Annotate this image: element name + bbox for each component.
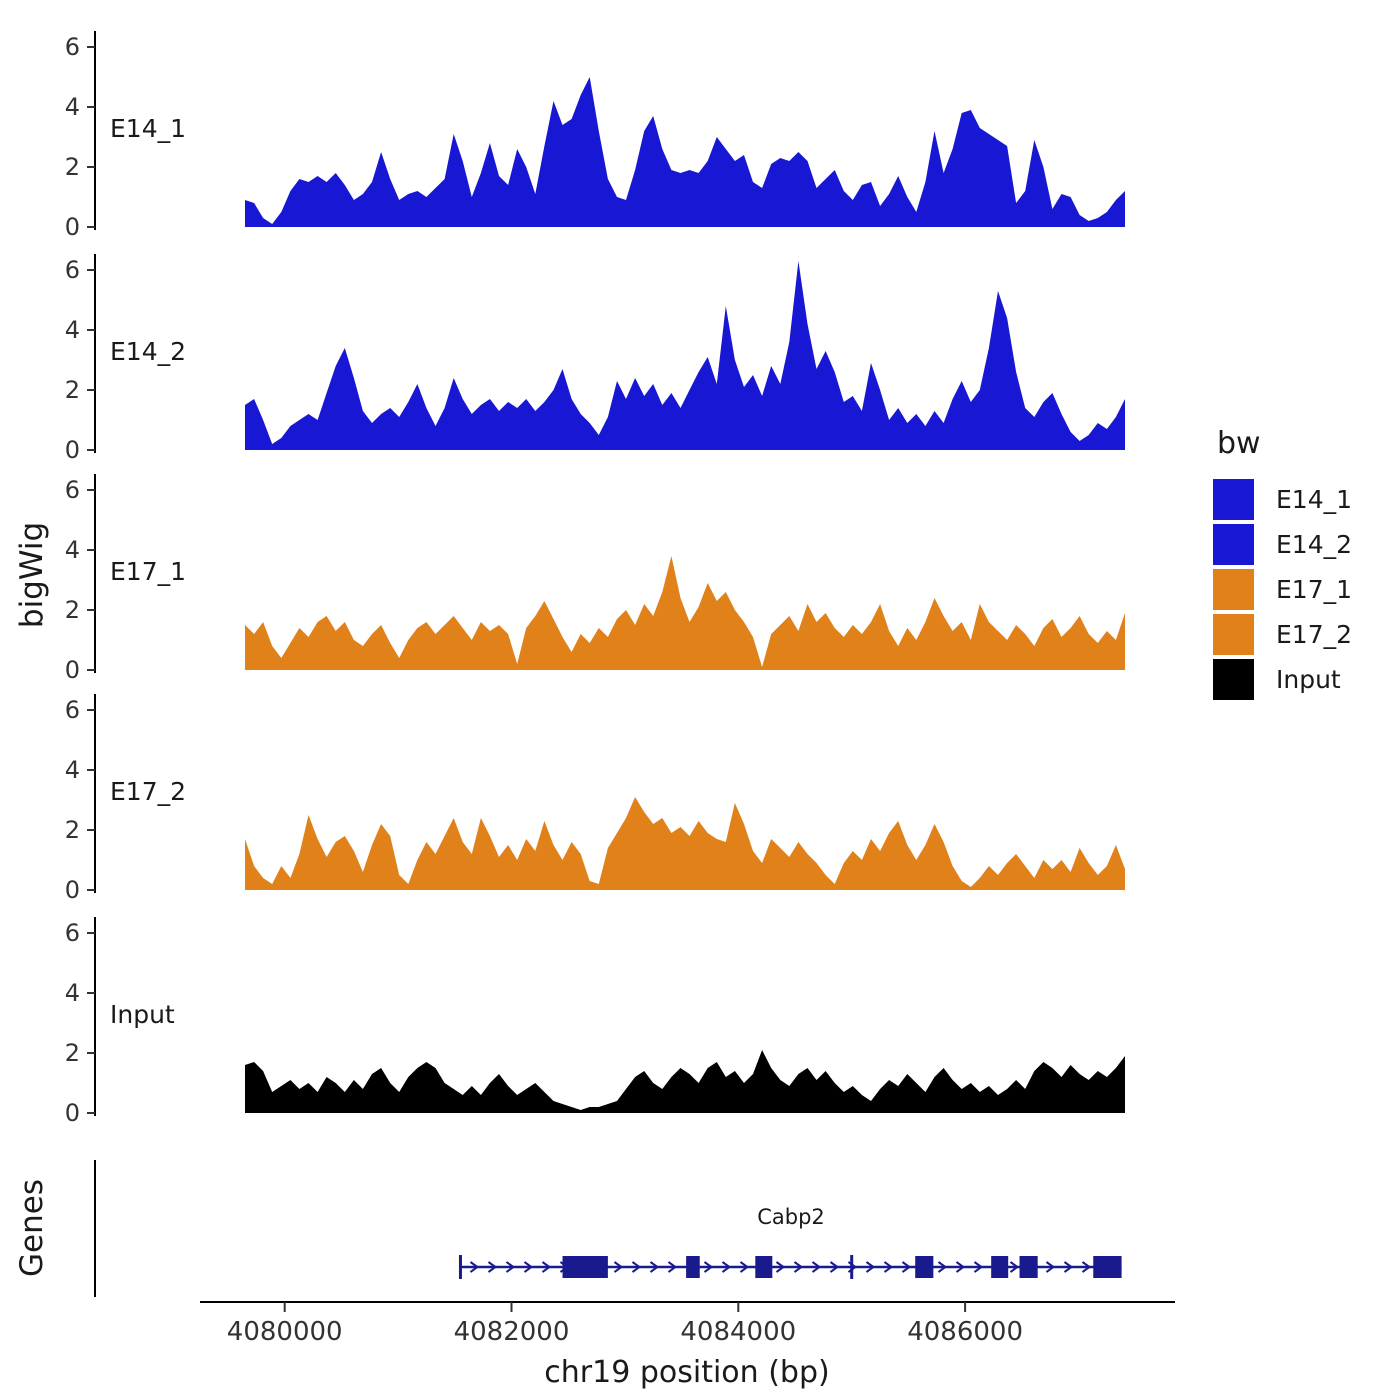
gene-strand-arrow [505,1261,516,1273]
gene-strand-arrow [667,1261,678,1273]
legend-label-Input: Input [1276,665,1341,694]
y-tick-label: 0 [65,656,80,684]
legend-item-E17_1: E17_1 [1213,567,1352,612]
gene-exon [755,1256,773,1278]
genes-axis-title: Genes [14,1179,50,1277]
gene-strand-arrow [973,1261,984,1273]
y-tick-label: 4 [65,536,80,564]
y-tick-label: 0 [65,1099,80,1127]
legend: bw E14_1 E14_2 E17_1 E17_2 Input [1213,426,1352,702]
gene-strand-arrow [487,1261,498,1273]
gene-strand-arrow [739,1261,750,1273]
gene-strand-arrow [793,1261,804,1273]
legend-items: E14_1 E14_2 E17_1 E17_2 Input [1213,477,1352,702]
track-label-E17_1: E17_1 [110,557,186,586]
x-tick-label: 4084000 [680,1317,796,1347]
legend-swatch-E17_1 [1213,569,1254,610]
coverage-area-E14_1 [245,77,1125,227]
gene-exon [562,1256,608,1278]
gene-exon [915,1256,934,1278]
coverage-area-E17_1 [245,556,1125,670]
y-tick-label: 6 [65,476,80,504]
track-label-E14_2: E14_2 [110,337,186,366]
x-tick-label: 4086000 [907,1317,1023,1347]
gene-exon [1019,1256,1038,1278]
y-tick-label: 4 [65,316,80,344]
coverage-area-Input [245,1050,1125,1113]
gene-strand-arrow [937,1261,948,1273]
gene-strand-arrow [631,1261,642,1273]
legend-label-E17_1: E17_1 [1276,575,1353,604]
gene-exon [991,1256,1009,1278]
y-tick-label: 4 [65,93,80,121]
gene-strand-arrow [703,1261,714,1273]
legend-label-E14_1: E14_1 [1276,485,1353,514]
gene-strand-arrow [523,1261,534,1273]
y-tick-label: 2 [65,376,80,404]
gene-strand-arrow [883,1261,894,1273]
y-tick-label: 2 [65,816,80,844]
y-tick-label: 2 [65,1039,80,1067]
legend-item-E14_1: E14_1 [1213,477,1352,522]
gene-strand-arrow [649,1261,660,1273]
gene-strand-arrow [721,1261,732,1273]
gene-strand-arrow [865,1261,876,1273]
y-tick-label: 0 [65,213,80,241]
gene-exon [686,1256,700,1278]
gene-strand-arrow [1063,1261,1074,1273]
gene-strand-arrow [1081,1261,1092,1273]
gene-name-label: Cabp2 [757,1205,825,1229]
x-tick-label: 4082000 [454,1317,570,1347]
legend-swatch-Input [1213,659,1254,700]
legend-label-E17_2: E17_2 [1276,620,1353,649]
gene-strand-arrow [1045,1261,1056,1273]
legend-item-E14_2: E14_2 [1213,522,1352,567]
y-tick-label: 0 [65,436,80,464]
gene-strand-arrow [829,1261,840,1273]
coverage-area-E17_2 [245,797,1125,890]
gene-strand-arrow [811,1261,822,1273]
legend-label-E14_2: E14_2 [1276,530,1353,559]
y-tick-label: 4 [65,756,80,784]
y-tick-label: 2 [65,596,80,624]
x-tick-label: 4080000 [227,1317,343,1347]
gene-strand-arrow [1009,1261,1020,1273]
gene-strand-arrow [469,1261,480,1273]
y-tick-label: 0 [65,876,80,904]
legend-item-E17_2: E17_2 [1213,612,1352,657]
gene-strand-arrow [541,1261,552,1273]
gene-strand-arrow [613,1261,624,1273]
legend-swatch-E17_2 [1213,614,1254,655]
gene-exon [1093,1256,1122,1278]
gene-strand-arrow [775,1261,786,1273]
y-tick-label: 4 [65,979,80,1007]
coverage-area-E14_2 [245,261,1125,450]
track-label-E14_1: E14_1 [110,114,186,143]
legend-title: bw [1217,426,1261,461]
legend-swatch-E14_1 [1213,479,1254,520]
legend-swatch-E14_2 [1213,524,1254,565]
gene-strand-arrow [901,1261,912,1273]
y-tick-label: 6 [65,33,80,61]
y-tick-label: 6 [65,919,80,947]
track-label-Input: Input [110,1000,175,1029]
gene-strand-arrow [955,1261,966,1273]
y-axis-title: bigWig [14,522,50,628]
y-tick-label: 6 [65,256,80,284]
x-axis-title: chr19 position (bp) [544,1355,829,1390]
y-tick-label: 6 [65,696,80,724]
y-tick-label: 2 [65,153,80,181]
track-label-E17_2: E17_2 [110,777,186,806]
legend-item-Input: Input [1213,657,1352,702]
